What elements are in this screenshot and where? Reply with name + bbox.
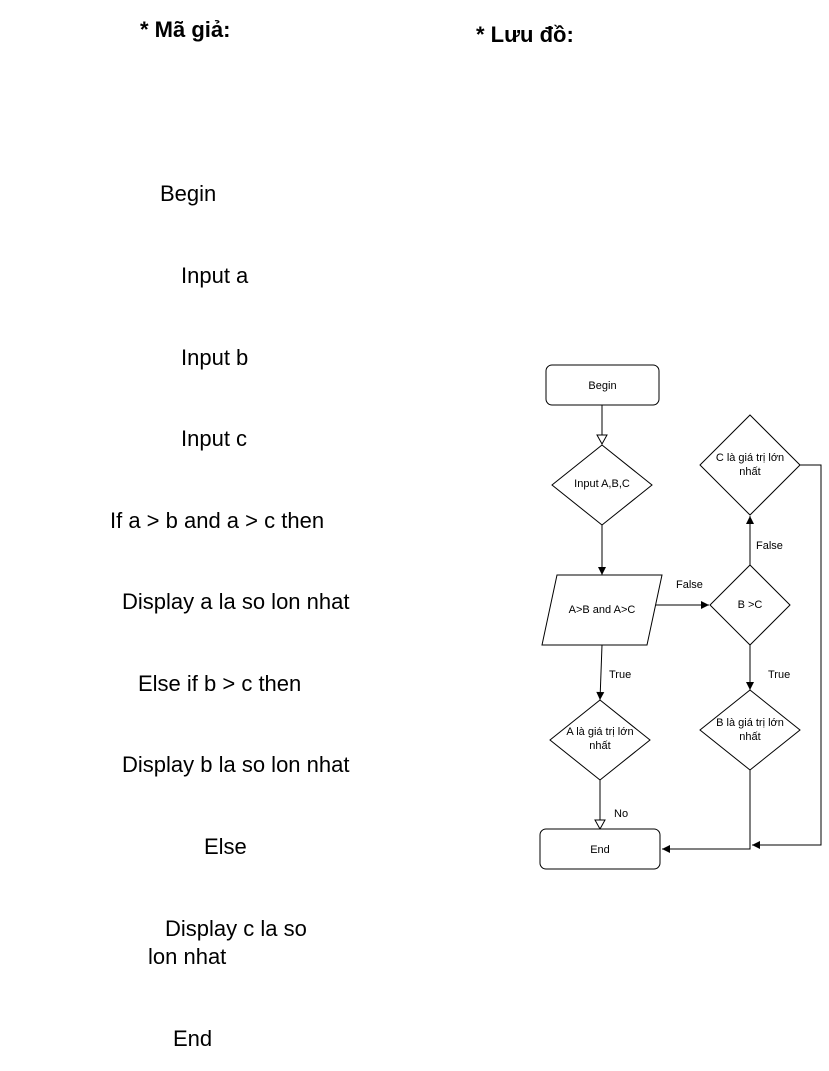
code-line-input-b: Input b	[181, 345, 249, 370]
code-line-display-a: Display a la so lon nhat	[122, 589, 350, 614]
edge-cond1-amax	[596, 644, 605, 701]
edge-label-cond2-true: True	[768, 669, 790, 681]
flowchart-heading: * Lưu đồ:	[476, 22, 574, 47]
edge-label-a-no: No	[614, 808, 628, 820]
node-b-max-label-1: B là giá trị lớn	[716, 717, 784, 729]
code-line-display-c-1: Display c la so	[165, 916, 307, 941]
edge-label-cond2-false: False	[756, 540, 783, 552]
node-c-max-label-2: nhất	[739, 466, 760, 478]
node-a-max-label-2: nhất	[589, 740, 610, 752]
node-input	[551, 444, 653, 526]
code-line-end: End	[173, 1026, 213, 1051]
node-c-max	[699, 414, 801, 516]
edge-cmax-end	[752, 464, 822, 849]
node-input-label: Input A,B,C	[574, 478, 630, 490]
node-a-max-label-1: A là giá trị lớn	[566, 726, 633, 738]
node-cond2	[709, 564, 791, 646]
node-cond2-label: B >C	[738, 599, 763, 611]
node-c-max-label-1: C là giá trị lớn	[716, 452, 784, 464]
node-b-max-label-2: nhất	[739, 731, 760, 743]
code-line-input-c: Input c	[181, 426, 248, 451]
edge-bmax-end	[662, 770, 751, 853]
code-line-input-a: Input a	[181, 263, 249, 288]
code-line-begin: Begin	[160, 181, 217, 206]
code-line-display-b: Display b la so lon nhat	[122, 752, 350, 777]
node-b-max	[699, 689, 801, 771]
node-begin-label: Begin	[588, 380, 616, 392]
node-end-label: End	[590, 844, 610, 856]
code-line-else: Else	[204, 834, 247, 859]
edge-label-cond1-true: True	[609, 669, 631, 681]
node-cond1	[541, 574, 663, 646]
code-line-else-if: Else if b > c then	[138, 671, 302, 696]
pseudocode-heading: * Mã giả:	[140, 17, 231, 42]
code-line-display-c-2: lon nhat	[148, 944, 227, 969]
edge-label-cond1-false: False	[676, 579, 703, 591]
code-line-if: If a > b and a > c then	[110, 508, 325, 533]
node-a-max	[549, 699, 651, 781]
node-end	[539, 828, 661, 870]
node-cond1-label: A>B and A>C	[569, 604, 636, 616]
node-begin	[545, 364, 660, 406]
